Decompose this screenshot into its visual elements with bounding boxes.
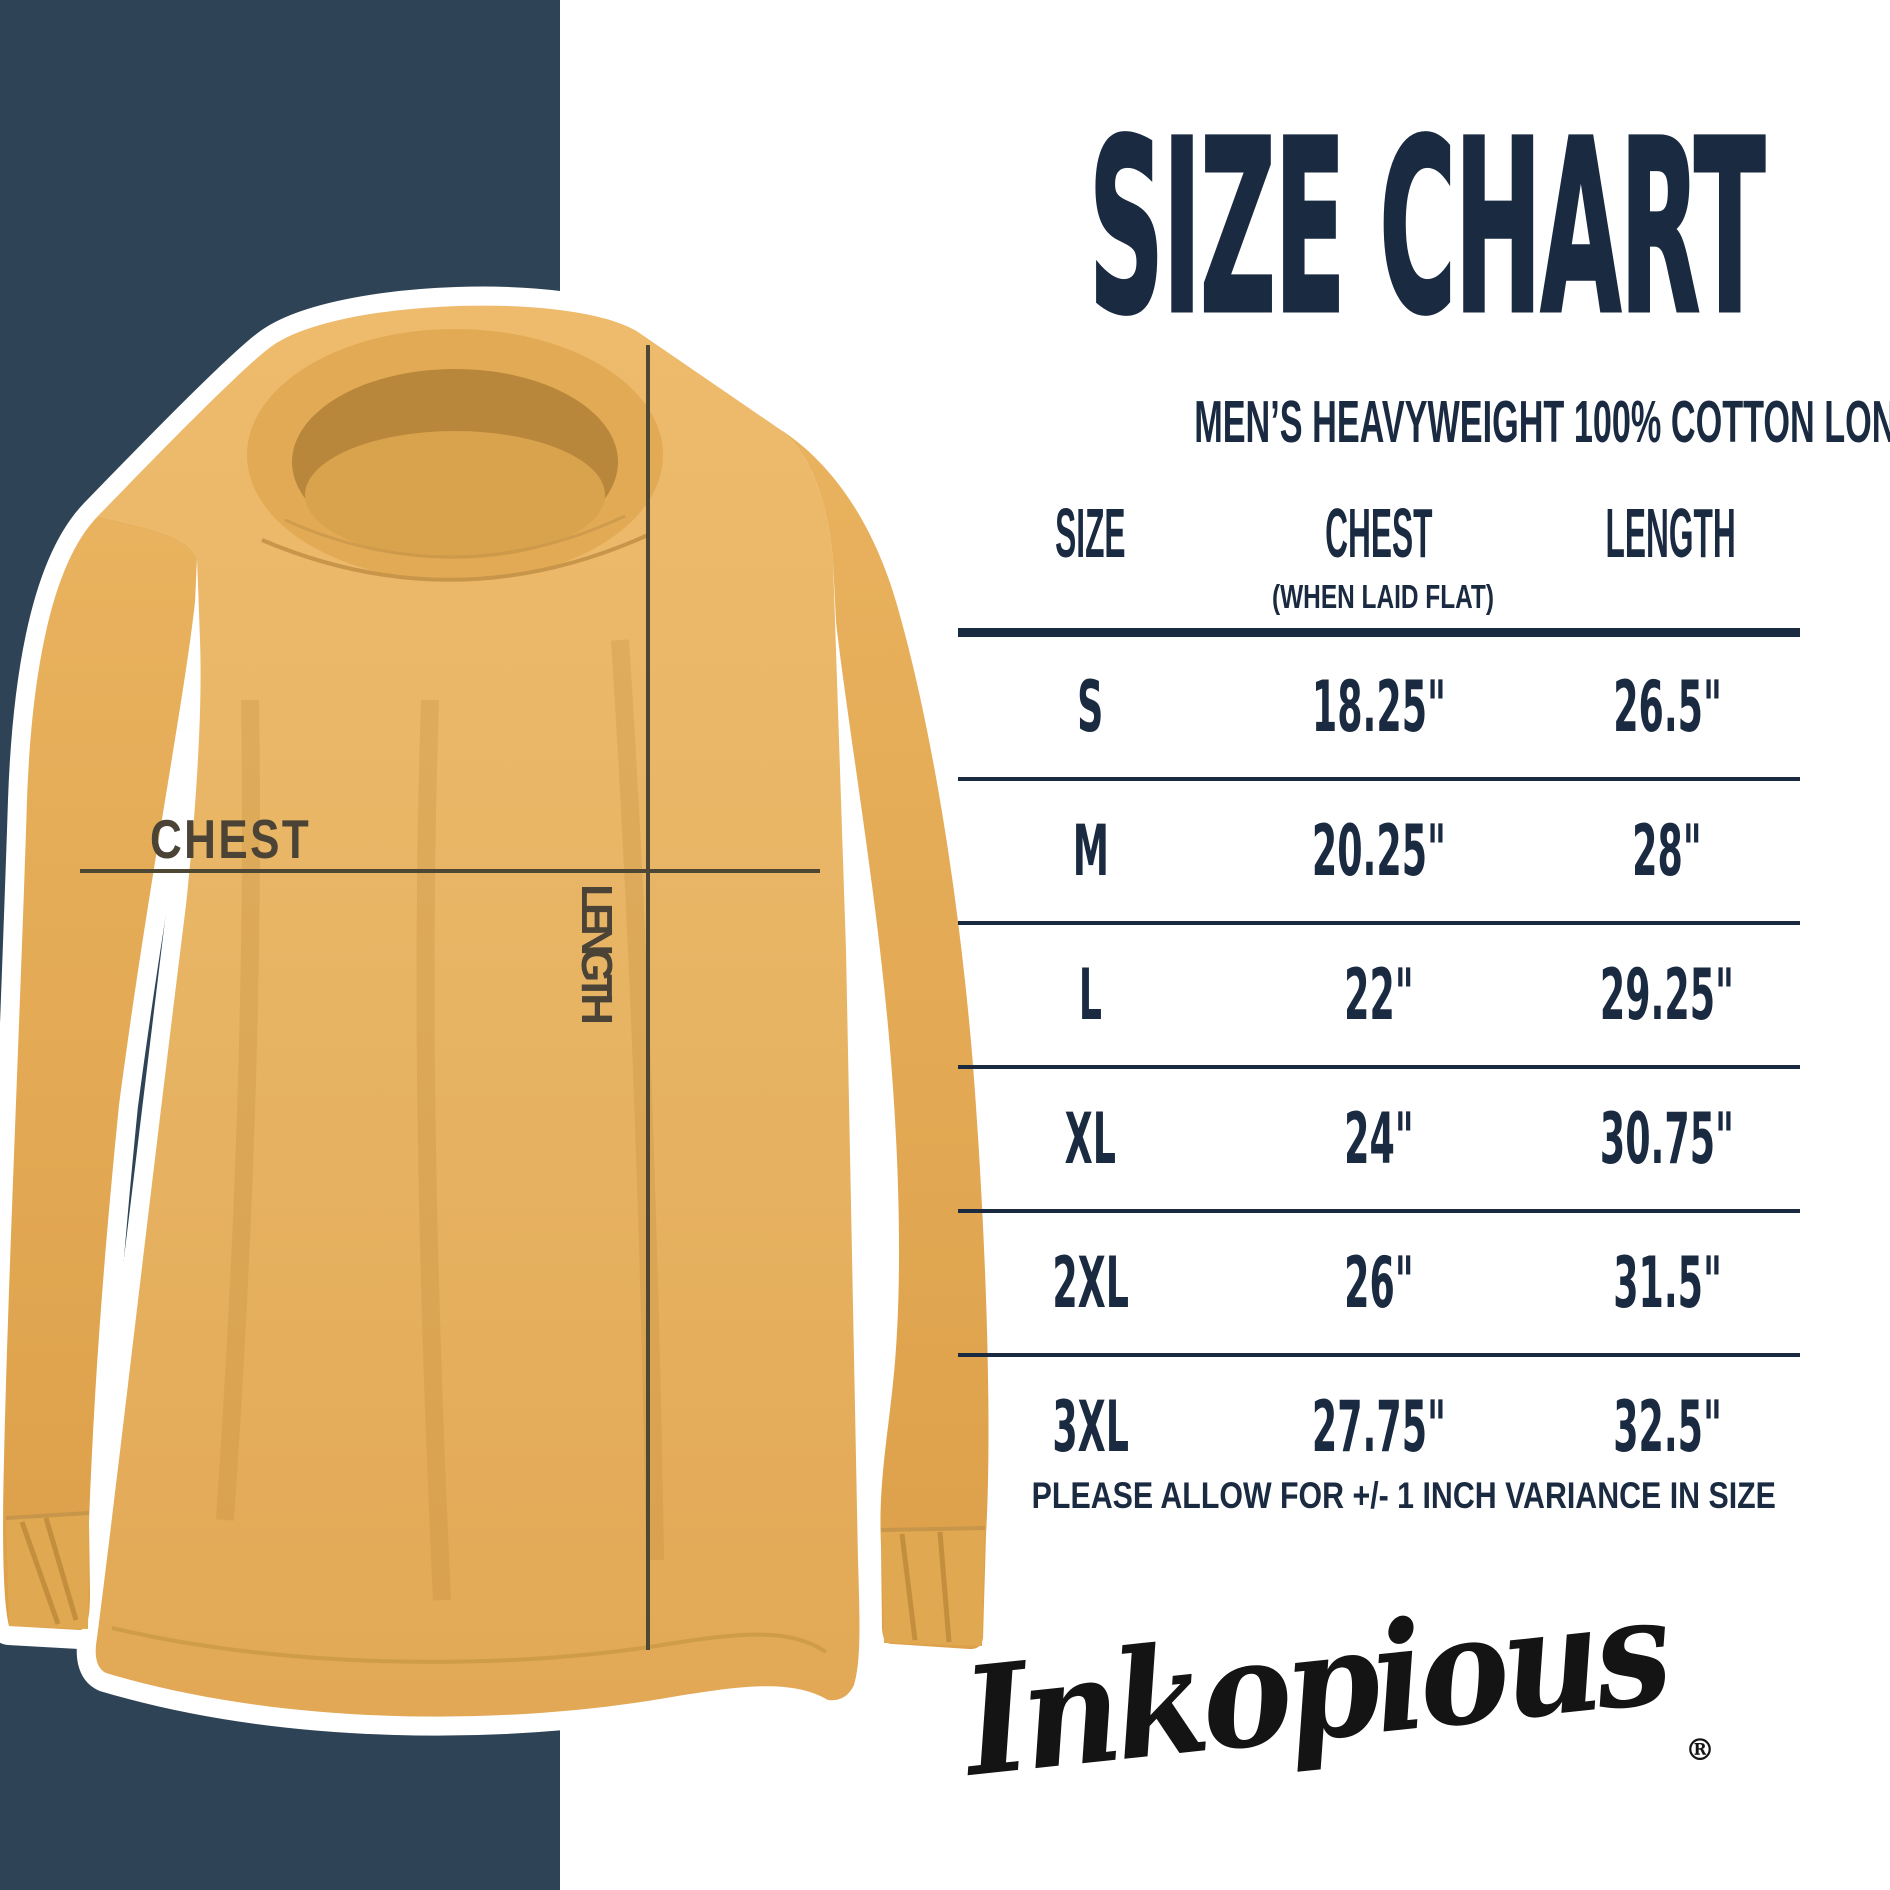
cell-length: 29.25" bbox=[1600, 954, 1735, 1036]
length-measure-line bbox=[646, 345, 650, 1650]
table-row: M 20.25" 28" bbox=[958, 781, 1800, 925]
hem-stitch bbox=[111, 1626, 828, 1664]
cell-size: XL bbox=[1064, 1098, 1117, 1180]
cell-size: L bbox=[1079, 954, 1103, 1036]
table-row: L 22" 29.25" bbox=[958, 925, 1800, 1069]
cell-length: 26.5" bbox=[1612, 666, 1722, 748]
table-row: XL 24" 30.75" bbox=[958, 1069, 1800, 1213]
cell-chest: 26" bbox=[1344, 1242, 1414, 1324]
cell-chest: 20.25" bbox=[1311, 810, 1447, 892]
table-row: 2XL 26" 31.5" bbox=[958, 1213, 1800, 1357]
cell-length: 31.5" bbox=[1612, 1242, 1722, 1324]
cuffs bbox=[5, 1511, 986, 1646]
cell-chest: 22" bbox=[1344, 954, 1414, 1036]
table-header-row: SIZE CHEST LENGTH bbox=[958, 498, 1800, 568]
cell-size: M bbox=[1072, 810, 1109, 892]
brand-logo: Inkopious ® bbox=[880, 1564, 1780, 1811]
tshirt-image bbox=[3, 305, 989, 1717]
registered-trademark-icon: ® bbox=[1684, 1732, 1715, 1768]
chest-measure-line bbox=[80, 869, 820, 873]
size-table: S 18.25" 26.5" M 20.25" 28" L 22" 29.25"… bbox=[958, 637, 1800, 1497]
header-size: SIZE bbox=[1055, 494, 1126, 572]
page-title: SIZE CHART bbox=[1088, 87, 1766, 370]
cell-chest: 27.75" bbox=[1311, 1386, 1447, 1468]
chest-measure-label: CHEST bbox=[150, 808, 312, 870]
table-row: 3XL 27.75" 32.5" bbox=[958, 1357, 1800, 1497]
collar bbox=[247, 329, 663, 582]
cell-chest: 24" bbox=[1344, 1098, 1414, 1180]
cell-size: 2XL bbox=[1052, 1242, 1129, 1324]
fabric-wrinkles bbox=[216, 639, 664, 1601]
table-header-rule bbox=[958, 628, 1800, 637]
cell-size: 3XL bbox=[1052, 1386, 1129, 1468]
header-chest: CHEST bbox=[1325, 494, 1433, 572]
shirt-fabric bbox=[3, 305, 989, 1717]
header-length: LENGTH bbox=[1605, 494, 1736, 572]
brand-logo-text: Inkopious bbox=[956, 1563, 1674, 1811]
cell-length: 32.5" bbox=[1612, 1386, 1722, 1468]
cell-length: 30.75" bbox=[1600, 1098, 1735, 1180]
header-chest-subnote: (WHEN LAID FLAT) bbox=[1271, 578, 1494, 615]
page-subtitle: MEN’S HEAVYWEIGHT 100% COTTON LONG SLEEV… bbox=[1194, 389, 1890, 455]
cell-length: 28" bbox=[1632, 810, 1703, 892]
cell-chest: 18.25" bbox=[1311, 666, 1447, 748]
table-row: S 18.25" 26.5" bbox=[958, 637, 1800, 781]
cell-size: S bbox=[1077, 666, 1104, 748]
length-measure-label: LENGTH bbox=[572, 884, 621, 1017]
variance-note: PLEASE ALLOW FOR +/- 1 INCH VARIANCE IN … bbox=[1031, 1475, 1776, 1516]
